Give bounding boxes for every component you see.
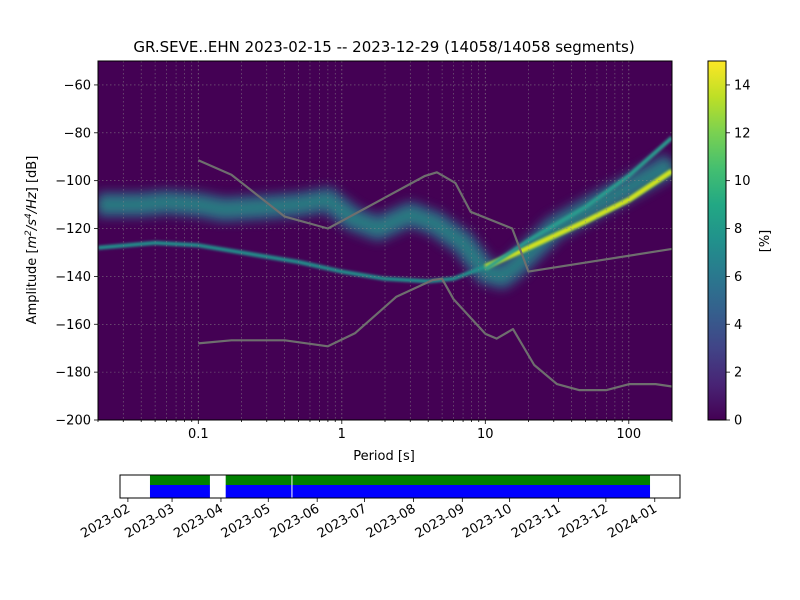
density-bands xyxy=(98,136,672,290)
timeline-tick-label: 2023-12 xyxy=(556,501,611,541)
colorbar-label: [%] xyxy=(758,230,773,253)
colorbar xyxy=(707,60,727,421)
timeline-tick-label: 2023-11 xyxy=(509,501,564,541)
usable-bar xyxy=(149,475,210,485)
y-label-part: /s xyxy=(25,219,40,231)
y-label-part: Amplitude [ xyxy=(25,248,40,324)
y-label-part: ] [dB] xyxy=(25,156,40,193)
chart-title: GR.SEVE..EHN 2023-02-15 -- 2023-12-29 (1… xyxy=(133,38,634,56)
y-tick-label: −200 xyxy=(55,414,91,429)
timeline-tick-label: 2023-10 xyxy=(460,501,515,541)
colorbar-tick-label: 12 xyxy=(734,126,751,141)
timeline-tick-label: 2023-04 xyxy=(171,501,226,541)
plot-area xyxy=(98,61,672,420)
x-tick-label: 100 xyxy=(616,427,641,442)
noise-model-curve-high xyxy=(197,159,672,273)
y-axis-label: Amplitude [m2/s4/Hz] [dB] xyxy=(24,156,40,325)
y-tick-label: −160 xyxy=(55,318,91,333)
colorbar-tick-label: 8 xyxy=(734,222,742,237)
colorbar-tick-label: 0 xyxy=(734,414,742,429)
colorbar-tick-label: 14 xyxy=(734,78,751,93)
timeline-tick-label: 2023-03 xyxy=(123,501,178,541)
coverage-bar xyxy=(225,485,651,498)
y-label-part: m xyxy=(25,236,40,249)
y-tick-label: −120 xyxy=(55,222,91,237)
noise-model-curves xyxy=(197,159,672,392)
timeline-tick-label: 2024-01 xyxy=(605,501,660,541)
y-axis-ticks: −60 −80 −100 −120 −140 −160 −180 −200 xyxy=(55,78,98,429)
y-label-part: 4 xyxy=(24,213,34,219)
y-label-part: 2 xyxy=(24,230,34,236)
x-tick-label: 1 xyxy=(338,427,346,442)
y-tick-label: −140 xyxy=(55,270,91,285)
timeline-ticks: 2023-022023-032023-042023-052023-062023-… xyxy=(78,498,660,542)
x-axis-label: Period [s] xyxy=(353,449,415,464)
x-tick-label: 10 xyxy=(477,427,494,442)
density-band-upper xyxy=(484,136,672,271)
usable-bar xyxy=(225,475,651,485)
colorbar-tick-label: 10 xyxy=(734,174,751,189)
density-band-core xyxy=(98,160,672,281)
timeline-tick-label: 2023-09 xyxy=(413,501,468,541)
y-tick-label: −180 xyxy=(55,366,91,381)
noise-model-curve-low xyxy=(198,277,672,392)
timeline-tick-label: 2023-05 xyxy=(219,501,274,541)
colorbar-tick-label: 6 xyxy=(734,270,742,285)
y-tick-label: −100 xyxy=(55,174,91,189)
x-tick-label: 0.1 xyxy=(188,427,209,442)
timeline-tick-label: 2023-08 xyxy=(364,501,419,541)
colorbar-tick-label: 2 xyxy=(734,366,742,381)
timeline-tick-label: 2023-07 xyxy=(315,501,370,541)
y-label-part: /Hz xyxy=(25,191,40,214)
timeline-tick-label: 2023-02 xyxy=(78,501,133,541)
coverage-bar xyxy=(149,485,210,498)
timeline-tick-label: 2023-06 xyxy=(268,501,323,541)
x-axis-ticks: 0.1 1 10 100 xyxy=(97,420,673,442)
plot-background xyxy=(98,61,672,420)
timeline-coverage xyxy=(149,475,651,498)
y-tick-label: −60 xyxy=(64,78,91,93)
y-tick-label: −80 xyxy=(64,126,91,141)
colorbar-ticks: 0 2 4 6 8 10 12 14 xyxy=(726,78,751,429)
colorbar-tick-label: 4 xyxy=(734,318,742,333)
availability-timeline: 2023-022023-032023-042023-052023-062023-… xyxy=(78,474,681,542)
timeline-frame xyxy=(119,474,681,499)
